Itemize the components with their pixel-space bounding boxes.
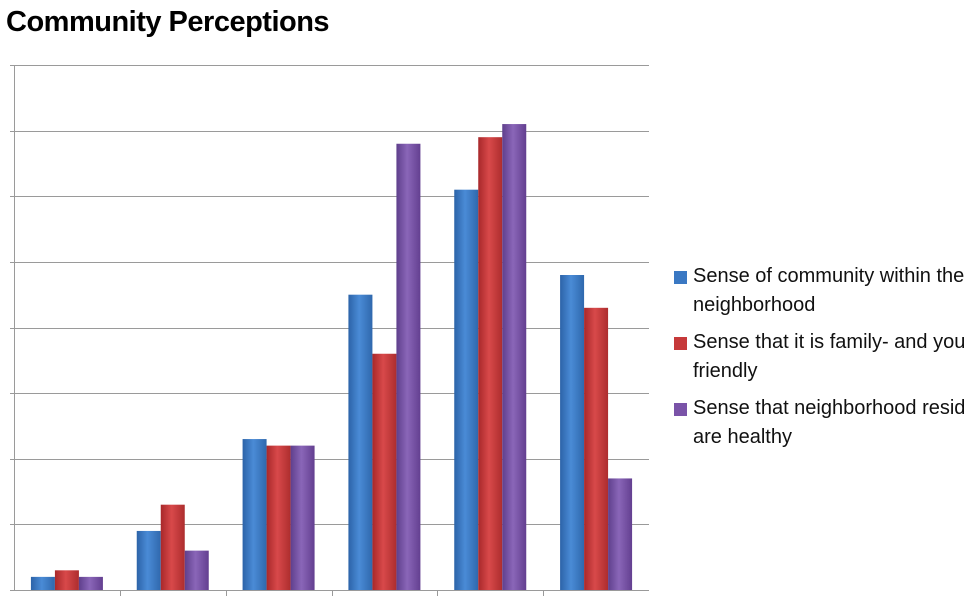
bar-series-2-cat-4 xyxy=(372,353,397,590)
bar-series-2-cat-6 xyxy=(584,307,609,590)
legend-swatch xyxy=(674,403,687,416)
legend-label: Sense that neighborhood residents are he… xyxy=(693,397,964,448)
bar-series-2-cat-3 xyxy=(266,445,291,590)
bar-series-2-cat-2 xyxy=(160,504,185,590)
bar-series-1-cat-3 xyxy=(242,439,267,590)
bars xyxy=(30,124,633,590)
bar-series-3-cat-1 xyxy=(78,576,103,590)
bar-series-3-cat-2 xyxy=(184,550,209,590)
bar-series-2-cat-5 xyxy=(478,137,503,590)
gridlines xyxy=(14,65,649,525)
bar-series-1-cat-4 xyxy=(348,294,373,590)
bar-series-3-cat-4 xyxy=(396,143,421,590)
legend: Sense of community within the neighborho… xyxy=(674,262,964,460)
legend-item: Sense that neighborhood residents are he… xyxy=(674,394,964,452)
bar-series-1-cat-5 xyxy=(454,189,479,590)
legend-label: Sense that it is family- and youth- frie… xyxy=(693,331,964,382)
legend-swatch xyxy=(674,271,687,284)
legend-item: Sense that it is family- and youth- frie… xyxy=(674,328,964,386)
legend-label: Sense of community within the neighborho… xyxy=(693,265,964,316)
legend-item: Sense of community within the neighborho… xyxy=(674,262,964,320)
bar-series-2-cat-1 xyxy=(54,570,79,590)
bar-series-1-cat-2 xyxy=(136,530,161,590)
bar-series-1-cat-6 xyxy=(560,275,585,590)
axes xyxy=(10,65,649,596)
bar-series-3-cat-6 xyxy=(608,478,633,590)
bar-series-3-cat-3 xyxy=(290,445,315,590)
chart-title: Community Perceptions xyxy=(6,6,330,38)
bar-series-3-cat-5 xyxy=(502,124,527,590)
legend-swatch xyxy=(674,337,687,350)
bar-series-1-cat-1 xyxy=(30,576,55,590)
